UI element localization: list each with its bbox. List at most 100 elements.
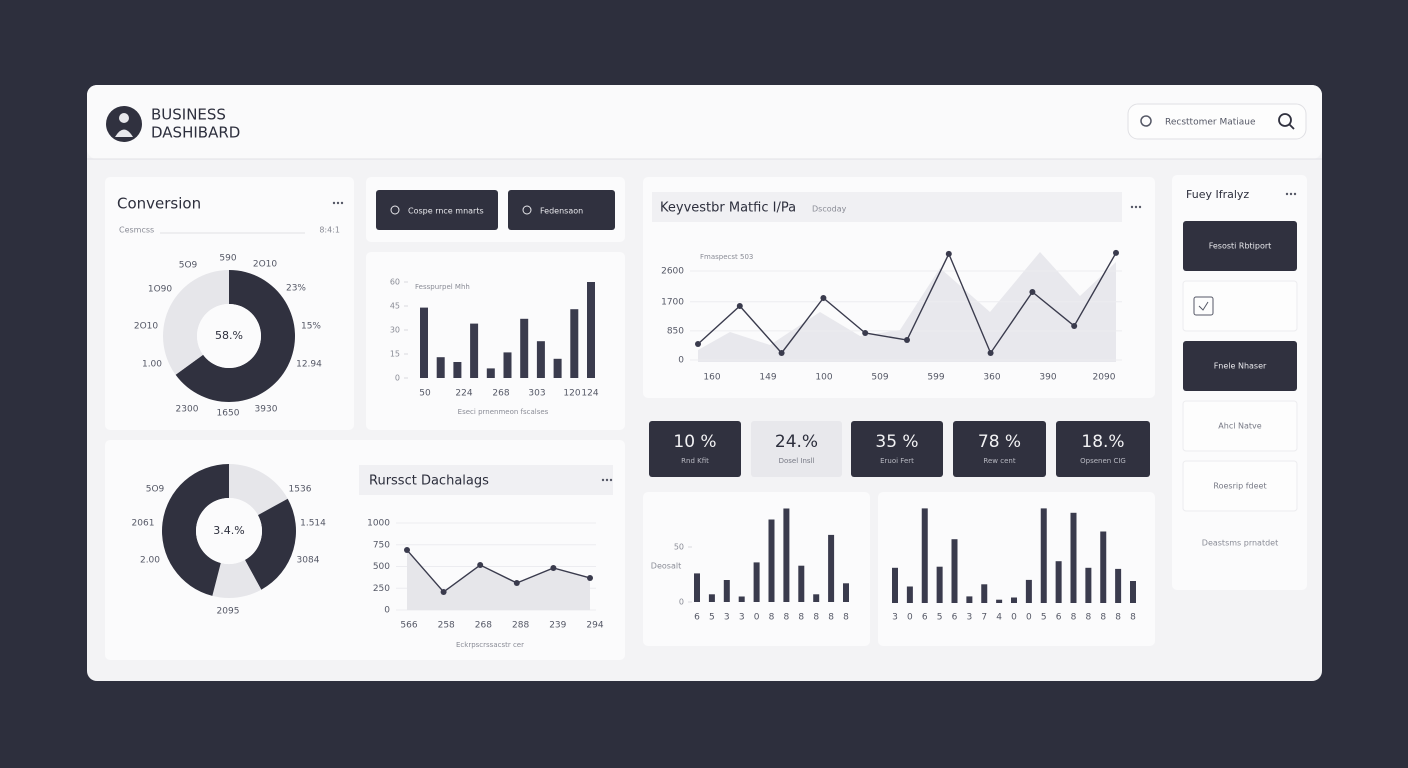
bar <box>813 594 820 602</box>
bar <box>420 307 428 378</box>
panel-note: 8:4:1 <box>319 226 340 235</box>
sidebar-item[interactable] <box>1182 400 1298 452</box>
x-tick-label: 268 <box>475 621 492 631</box>
donut-label: 2.00 <box>140 556 160 566</box>
bar <box>486 368 495 378</box>
x-tick-label: 390 <box>1039 373 1056 383</box>
bar <box>981 584 988 603</box>
bar <box>798 565 805 602</box>
bar <box>503 352 512 378</box>
menu-dots[interactable] <box>1130 205 1142 209</box>
title-strip <box>359 465 613 495</box>
kpi-card <box>649 421 741 477</box>
bar <box>708 594 715 602</box>
line-point <box>904 337 910 344</box>
bar <box>843 583 849 602</box>
button-label: Cospe rnce mnarts <box>408 207 484 216</box>
x-tick-label: 5 <box>1041 613 1047 623</box>
line-point <box>404 547 410 554</box>
donut-center-label: 3.4.% <box>213 524 244 537</box>
sidebar-item-label: Fnele Nhaser <box>1214 362 1267 371</box>
bar <box>1130 581 1136 603</box>
bar <box>1055 561 1062 603</box>
bar <box>738 596 745 602</box>
bar <box>892 567 898 603</box>
sidebar-item-label: Roesrip fdeet <box>1213 482 1266 491</box>
x-tick-label: 599 <box>927 373 944 383</box>
y-tick-label: 1700 <box>661 297 684 307</box>
x-tick-label: 294 <box>586 621 603 631</box>
menu-dots[interactable] <box>601 478 613 482</box>
bar <box>1115 568 1122 603</box>
donut-hole <box>196 498 262 564</box>
donut-label: 5O9 <box>179 261 198 271</box>
chart-caption: Eseci prnenmeon fscalses <box>458 408 549 416</box>
kpi-value: 24.% <box>775 432 818 452</box>
donut-label: 1536 <box>289 485 312 495</box>
donut-label: 1O90 <box>148 285 173 295</box>
y-tick-label: 0 <box>679 598 684 607</box>
panel-title: Rurssct Dachalags <box>369 474 489 489</box>
line-point <box>587 574 593 581</box>
sidebar-item[interactable] <box>1183 221 1297 271</box>
sidebar-item[interactable] <box>1182 460 1298 512</box>
button[interactable] <box>508 190 615 230</box>
panel-title-note: Dscoday <box>812 205 847 214</box>
sidebar-item-label: Fesosti Rbtiport <box>1209 242 1272 251</box>
donut-label: 3930 <box>255 405 278 415</box>
brand-title: BUSINESS <box>151 106 226 124</box>
panel-title: Keyvestbr Matfic I/Pa <box>660 201 796 216</box>
search-box[interactable] <box>1127 103 1307 140</box>
menu-dots[interactable] <box>1285 192 1297 196</box>
x-tick-label: 360 <box>983 373 1000 383</box>
line-point <box>477 562 484 569</box>
bar <box>966 596 973 603</box>
bar <box>536 341 545 378</box>
line-point <box>1113 249 1119 256</box>
x-tick-label: 149 <box>759 373 776 383</box>
x-tick-label: 8 <box>1130 613 1136 623</box>
x-tick-label: 288 <box>512 621 529 631</box>
x-tick-label: 8 <box>1100 613 1106 623</box>
sidebar-item[interactable] <box>1182 280 1298 332</box>
sidebar-footer: Deastsms prnatdet <box>1202 539 1278 548</box>
search-button[interactable] <box>1278 113 1292 127</box>
bar <box>906 586 913 603</box>
donut-segment <box>212 559 262 598</box>
donut-label: 3084 <box>297 556 320 566</box>
donut-segment <box>163 270 229 375</box>
chart-caption: Eckrpscrssacstr cer <box>456 641 524 649</box>
x-tick-label: 3 <box>892 613 898 623</box>
search-button <box>1288 123 1295 130</box>
line-point <box>550 564 557 571</box>
charts: 58.% 5O9 590 2O10 1O90 23% 2O10 15% 1.00 12.94 230… <box>132 190 1298 649</box>
donut-label: 23% <box>286 284 306 294</box>
bar <box>1011 597 1017 603</box>
y-tick-label: 0 <box>384 606 390 616</box>
line-point <box>513 580 520 587</box>
x-tick-label: 509 <box>871 373 888 383</box>
x-tick-label: 8 <box>1115 613 1121 623</box>
button-icon <box>522 205 532 215</box>
x-tick-label: 100 <box>815 373 832 383</box>
chart-subtitle: Fmaspecst 503 <box>700 253 753 261</box>
x-tick-label: 2090 <box>1093 373 1116 383</box>
sidebar-item[interactable] <box>1183 341 1297 391</box>
y-tick-label: 15 <box>390 350 400 359</box>
donut-segment <box>229 464 288 516</box>
item-icon <box>1193 296 1214 316</box>
x-tick-label: 160 <box>703 373 720 383</box>
x-tick-label: 303 <box>528 389 545 399</box>
y-tick-label: 45 <box>390 302 400 311</box>
item-icon <box>1198 301 1209 311</box>
bar <box>951 539 958 603</box>
x-tick-label: 8 <box>784 613 790 623</box>
y-tick-label: 60 <box>390 278 400 287</box>
x-tick-label: 6 <box>694 613 700 623</box>
button[interactable] <box>376 190 498 230</box>
menu-dots[interactable] <box>332 201 344 205</box>
y-tick-label: 750 <box>373 540 390 550</box>
x-tick-label: 566 <box>400 621 417 631</box>
kpi-label: Dosel Insll <box>779 457 815 465</box>
